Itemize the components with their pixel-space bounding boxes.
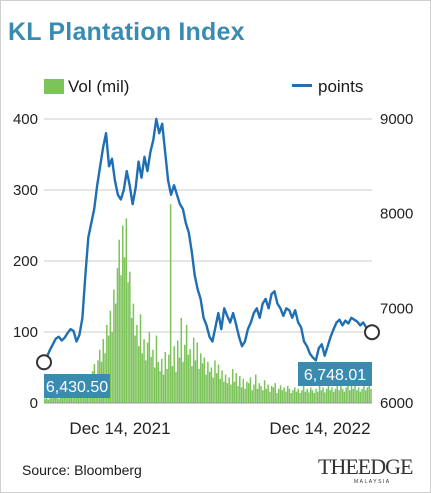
- the-edge-logo: THEEDGE MALAYSIA: [318, 454, 414, 484]
- legend-points-label: points: [318, 77, 364, 96]
- logo-subtext: MALAYSIA: [354, 479, 391, 484]
- legend-points: points: [292, 77, 363, 97]
- logo-wordmark: THEEDGE: [318, 454, 413, 479]
- legend-volume-label: Vol (mil): [68, 77, 130, 96]
- legend-volume: Vol (mil): [44, 77, 129, 97]
- chart-title: KL Plantation Index: [8, 18, 245, 46]
- source-note: Source: Bloomberg: [22, 462, 142, 478]
- volume-swatch: [44, 79, 64, 94]
- points-swatch: [292, 84, 312, 87]
